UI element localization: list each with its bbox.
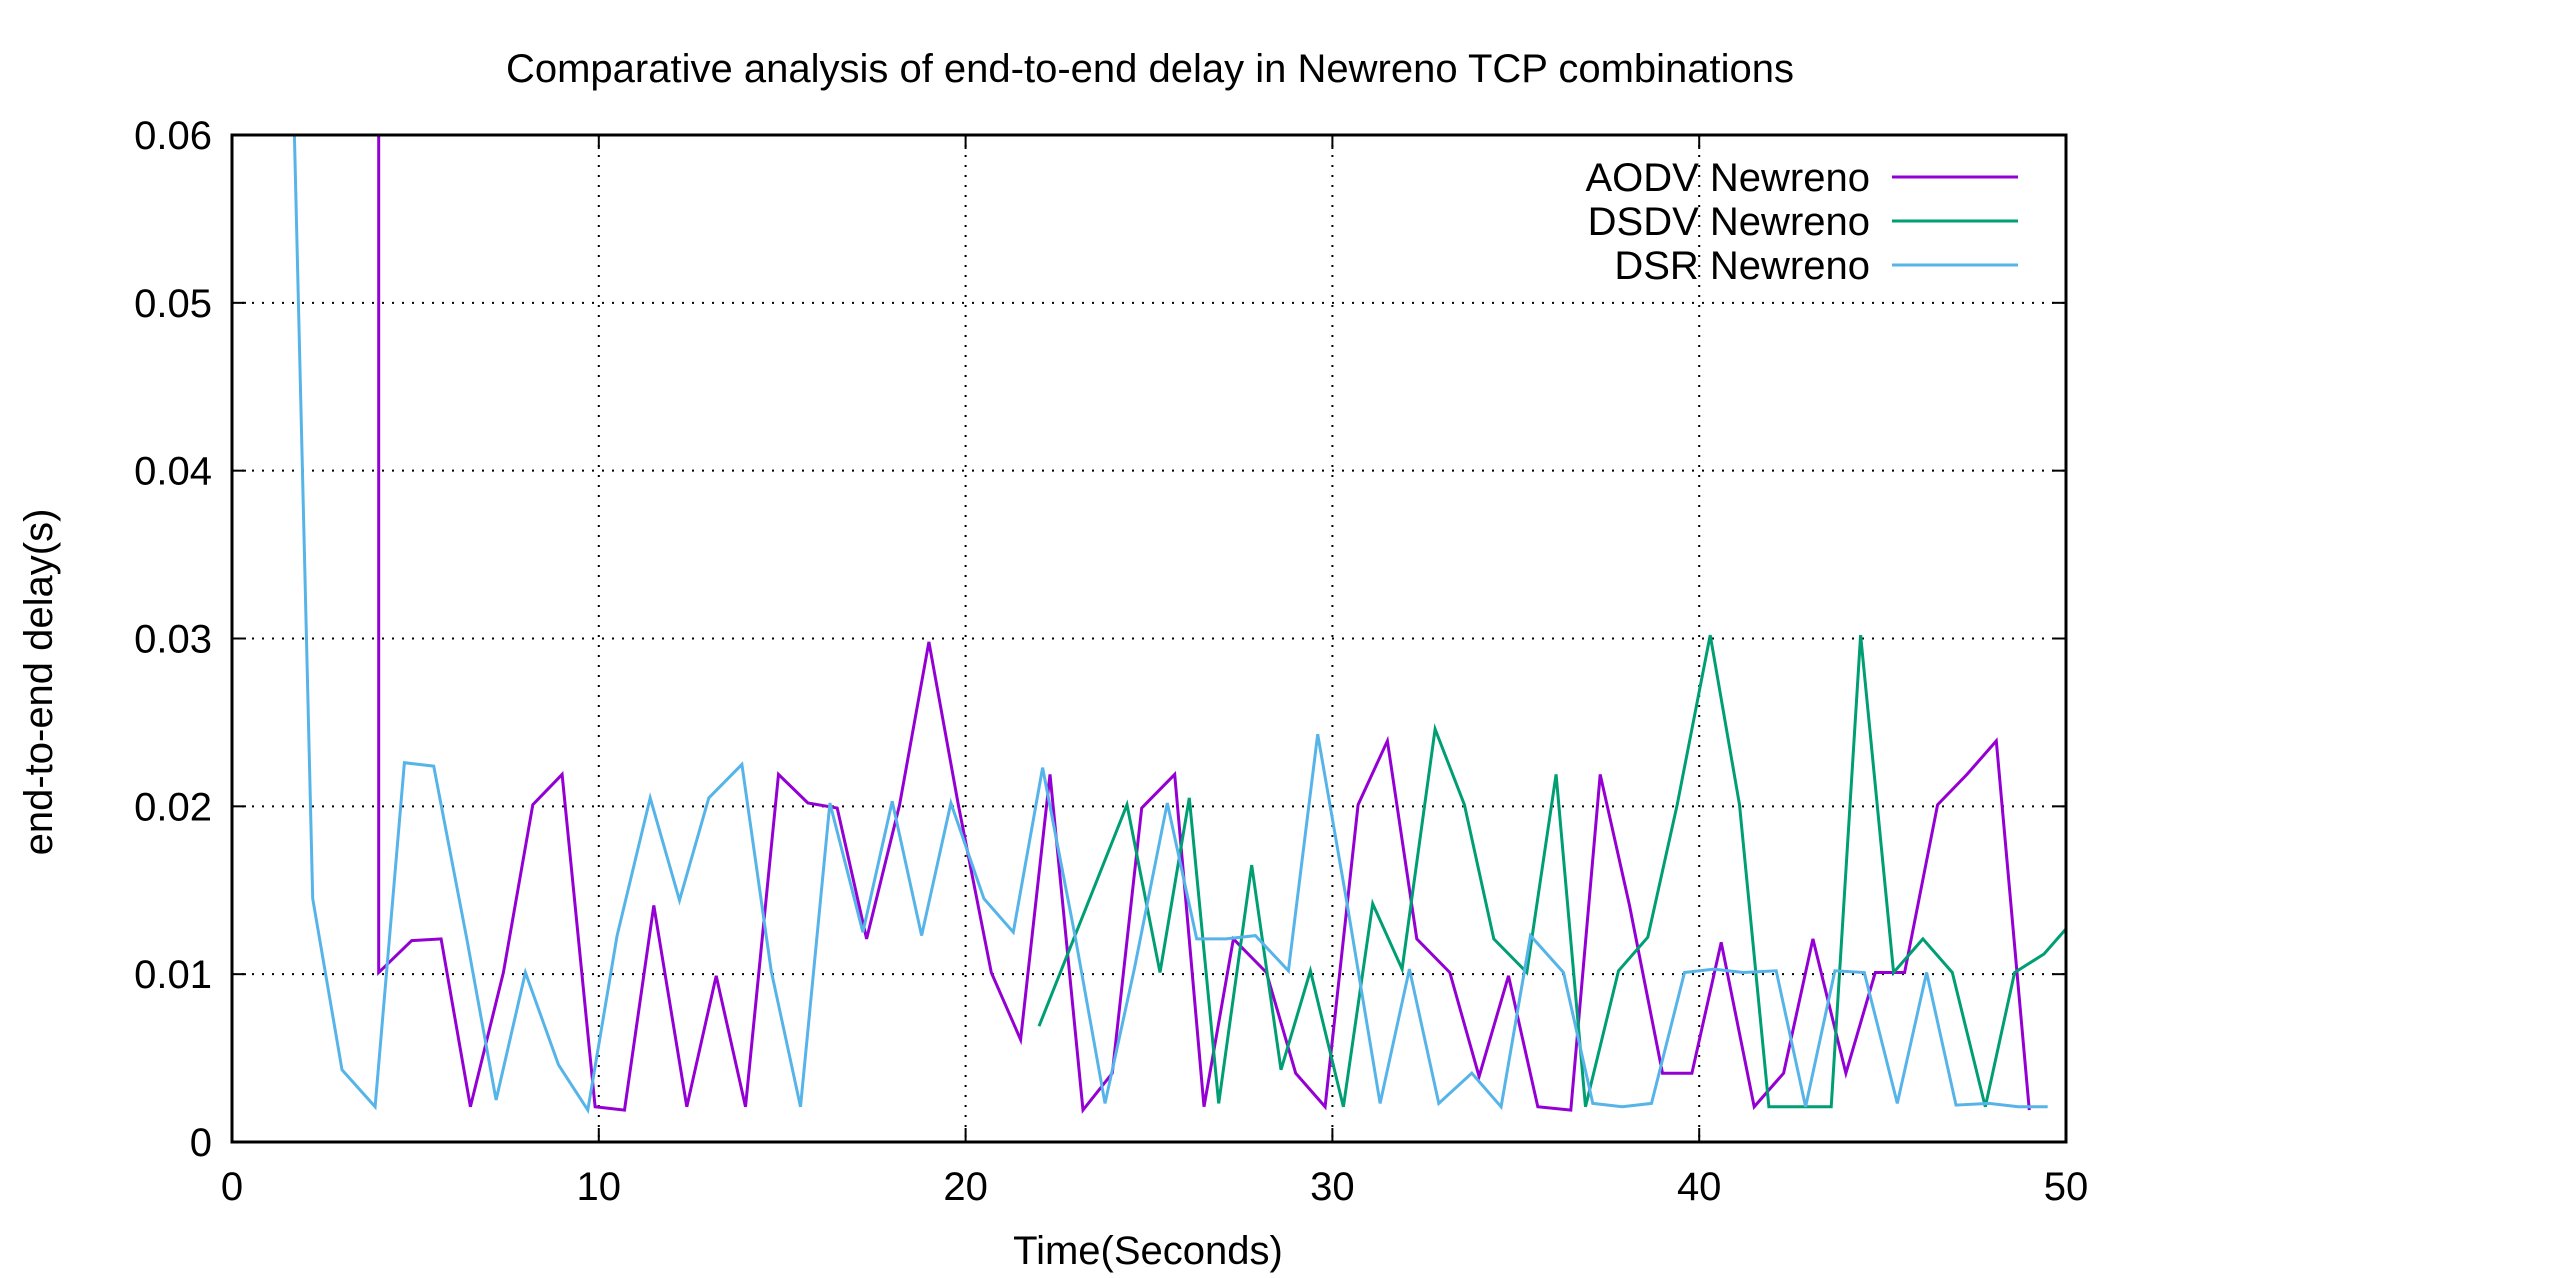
- x-tick-label: 10: [577, 1165, 622, 1209]
- x-tick-label: 30: [1310, 1165, 1355, 1209]
- legend-label-aodv-newreno: AODV Newreno: [1585, 156, 1870, 200]
- y-axis-label: end-to-end delay(s): [17, 509, 61, 856]
- series-line-dsdv-newreno: [1037, 634, 2068, 1109]
- x-axis-label: Time(Seconds): [1013, 1229, 1283, 1273]
- y-tick-label: 0.03: [134, 618, 212, 662]
- x-tick-label: 40: [1677, 1165, 1722, 1209]
- y-tick-label: 0.02: [134, 785, 212, 829]
- x-tick-label: 50: [2044, 1165, 2089, 1209]
- legend-label-dsr-newreno: DSR Newreno: [1614, 244, 1870, 288]
- y-tick-label: 0: [190, 1121, 212, 1165]
- axis-ticks: 0 10 20 30 40 50 0 0.01 0.02 0.03 0.04 0.05 0.06: [134, 114, 2088, 1209]
- x-tick-label: 20: [943, 1165, 988, 1209]
- series-layer: [292, 134, 2068, 1115]
- y-tick-label: 0.01: [134, 953, 212, 997]
- y-tick-label: 0.04: [134, 450, 212, 494]
- y-tick-label: 0.06: [134, 114, 212, 158]
- series-line-dsr-newreno: [292, 134, 2048, 1115]
- x-tick-label: 0: [221, 1165, 243, 1209]
- series-line-aodv-newreno: [377, 135, 2031, 1114]
- chart-title: Comparative analysis of end-to-end delay…: [506, 47, 1794, 91]
- legend-label-dsdv-newreno: DSDV Newreno: [1588, 200, 1870, 244]
- y-tick-label: 0.05: [134, 282, 212, 326]
